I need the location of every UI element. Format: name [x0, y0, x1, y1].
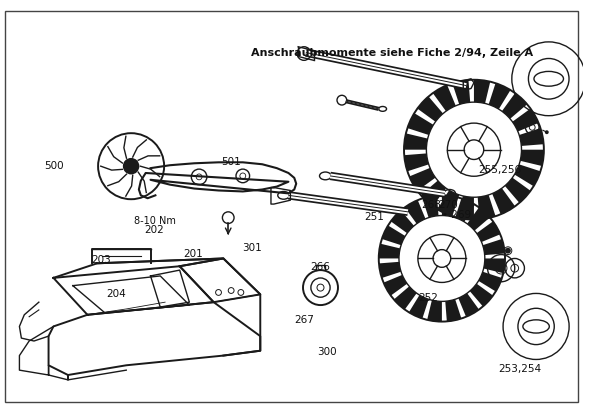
- Wedge shape: [379, 262, 401, 278]
- Wedge shape: [409, 168, 436, 191]
- Wedge shape: [474, 80, 490, 103]
- Text: • 269: • 269: [442, 209, 471, 220]
- Wedge shape: [483, 239, 505, 255]
- Circle shape: [433, 249, 451, 267]
- Wedge shape: [484, 259, 505, 273]
- Text: 204: 204: [107, 289, 127, 299]
- Text: 300: 300: [317, 347, 337, 357]
- Text: 266: 266: [311, 263, 331, 273]
- Wedge shape: [382, 225, 405, 245]
- Wedge shape: [514, 164, 541, 186]
- Wedge shape: [452, 80, 470, 104]
- Circle shape: [505, 248, 511, 254]
- Text: Anschraubmomente siehe Fiche 2/94, Zeile A: Anschraubmomente siehe Fiche 2/94, Zeile…: [251, 48, 533, 58]
- Text: 270: 270: [438, 200, 458, 210]
- Wedge shape: [394, 286, 416, 309]
- Text: 252: 252: [418, 293, 438, 303]
- Text: 501: 501: [221, 157, 241, 167]
- Wedge shape: [405, 200, 425, 224]
- Wedge shape: [458, 196, 474, 220]
- Wedge shape: [404, 133, 428, 150]
- Text: 203: 203: [91, 255, 110, 265]
- Wedge shape: [470, 284, 493, 306]
- Wedge shape: [505, 178, 530, 203]
- Wedge shape: [404, 153, 429, 171]
- Wedge shape: [520, 150, 544, 166]
- Text: 267: 267: [294, 315, 314, 325]
- Text: 301: 301: [242, 243, 262, 253]
- Text: 8-10 Nm: 8-10 Nm: [134, 216, 176, 225]
- Wedge shape: [418, 97, 443, 122]
- Text: 201: 201: [184, 249, 203, 259]
- Wedge shape: [455, 198, 475, 222]
- Wedge shape: [427, 300, 442, 322]
- Wedge shape: [458, 293, 479, 317]
- Wedge shape: [467, 207, 490, 230]
- Text: 268: 268: [421, 200, 441, 210]
- Wedge shape: [383, 275, 407, 296]
- Text: 253,254: 253,254: [498, 364, 541, 374]
- Wedge shape: [492, 188, 515, 214]
- Wedge shape: [478, 272, 502, 292]
- Text: 500: 500: [44, 161, 64, 171]
- Wedge shape: [379, 244, 400, 259]
- Wedge shape: [422, 195, 439, 218]
- Text: 251: 251: [364, 211, 384, 221]
- Wedge shape: [502, 93, 527, 119]
- Wedge shape: [445, 299, 461, 321]
- Wedge shape: [476, 221, 500, 242]
- Circle shape: [545, 130, 549, 134]
- Wedge shape: [409, 295, 428, 318]
- Text: 202: 202: [145, 225, 164, 235]
- Wedge shape: [478, 195, 496, 219]
- Wedge shape: [421, 180, 446, 206]
- Wedge shape: [442, 195, 457, 217]
- Wedge shape: [512, 109, 539, 131]
- Circle shape: [464, 140, 484, 159]
- Circle shape: [123, 158, 139, 174]
- Wedge shape: [519, 128, 544, 146]
- Text: 255,256: 255,256: [478, 165, 521, 175]
- Wedge shape: [391, 211, 414, 233]
- Wedge shape: [437, 190, 459, 216]
- Wedge shape: [433, 85, 456, 111]
- Wedge shape: [407, 113, 433, 135]
- Wedge shape: [488, 83, 511, 109]
